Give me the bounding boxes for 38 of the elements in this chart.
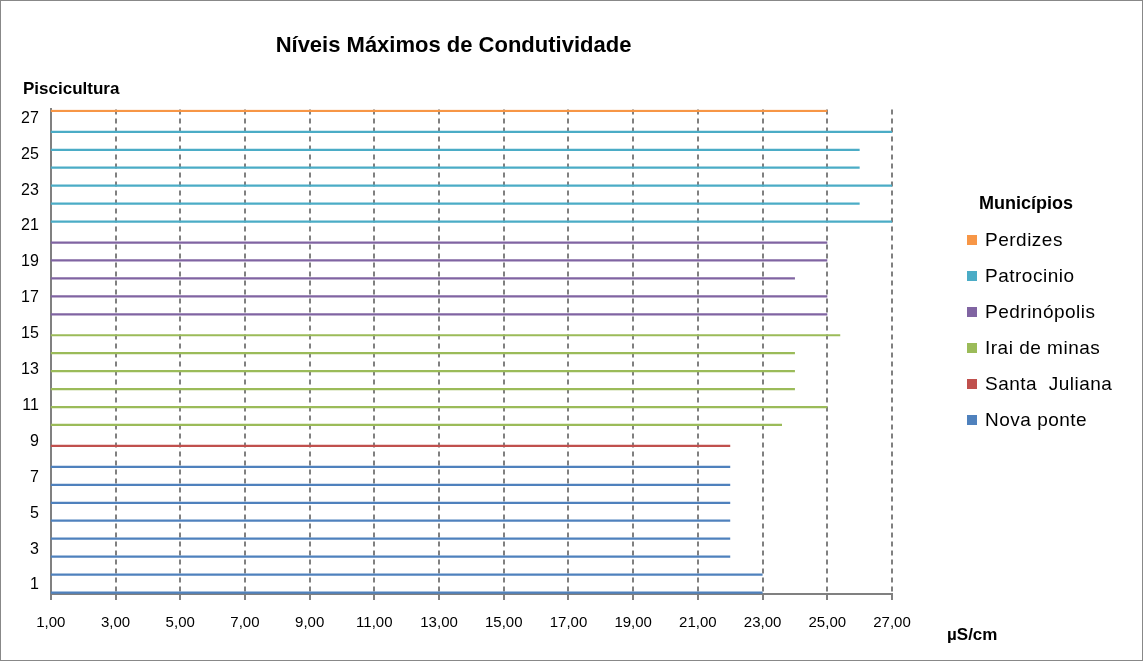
x-tick-label: 11,00 [356,613,393,631]
x-tick-label: 17,00 [549,613,588,631]
y-tick-label: 23 [21,180,39,198]
x-tick-label: 9,00 [295,613,325,631]
legend-label: Nova ponte [985,409,1088,431]
x-axis-title: µS/cm [947,624,998,644]
x-tick-label: 19,00 [614,613,652,631]
y-tick-label: 9 [29,431,39,449]
x-tick-label: 13,00 [420,613,458,631]
y-tick-label: 13 [21,360,39,378]
y-tick-label: 3 [29,539,39,557]
y-tick-label: 1 [29,575,39,593]
legend-label: Santa Juliana [985,373,1113,395]
y-tick-label: 15 [21,324,39,342]
x-tick-label: 23,00 [743,613,782,631]
y-tick-label: 7 [29,467,39,485]
legend-label: Perdizes [985,229,1063,251]
x-tick-label: 27,00 [873,613,911,631]
y-tick-label: 19 [21,252,39,270]
legend-label: Patrocinio [985,265,1075,287]
legend-label: Pedrinópolis [985,301,1096,323]
y-tick-label: 27 [21,108,39,126]
x-tick-label: 7,00 [230,613,260,631]
x-tick-label: 25,00 [808,613,847,631]
legend-title: Municípios [979,193,1074,214]
y-axis-title: Piscicultura [23,78,120,98]
chart-title: Níveis Máximos de Condutividade [275,32,632,58]
y-tick-label: 11 [22,395,39,413]
x-tick-label: 3,00 [100,613,131,631]
legend-label: Irai de minas [985,337,1101,359]
y-tick-label: 17 [21,288,39,306]
x-tick-label: 1,00 [36,613,66,631]
y-tick-label: 21 [21,216,39,234]
y-tick-label: 5 [29,503,39,521]
y-tick-label: 25 [21,144,39,162]
x-tick-label: 15,00 [484,613,523,631]
x-tick-label: 5,00 [165,613,195,631]
x-tick-label: 21,00 [679,613,717,631]
